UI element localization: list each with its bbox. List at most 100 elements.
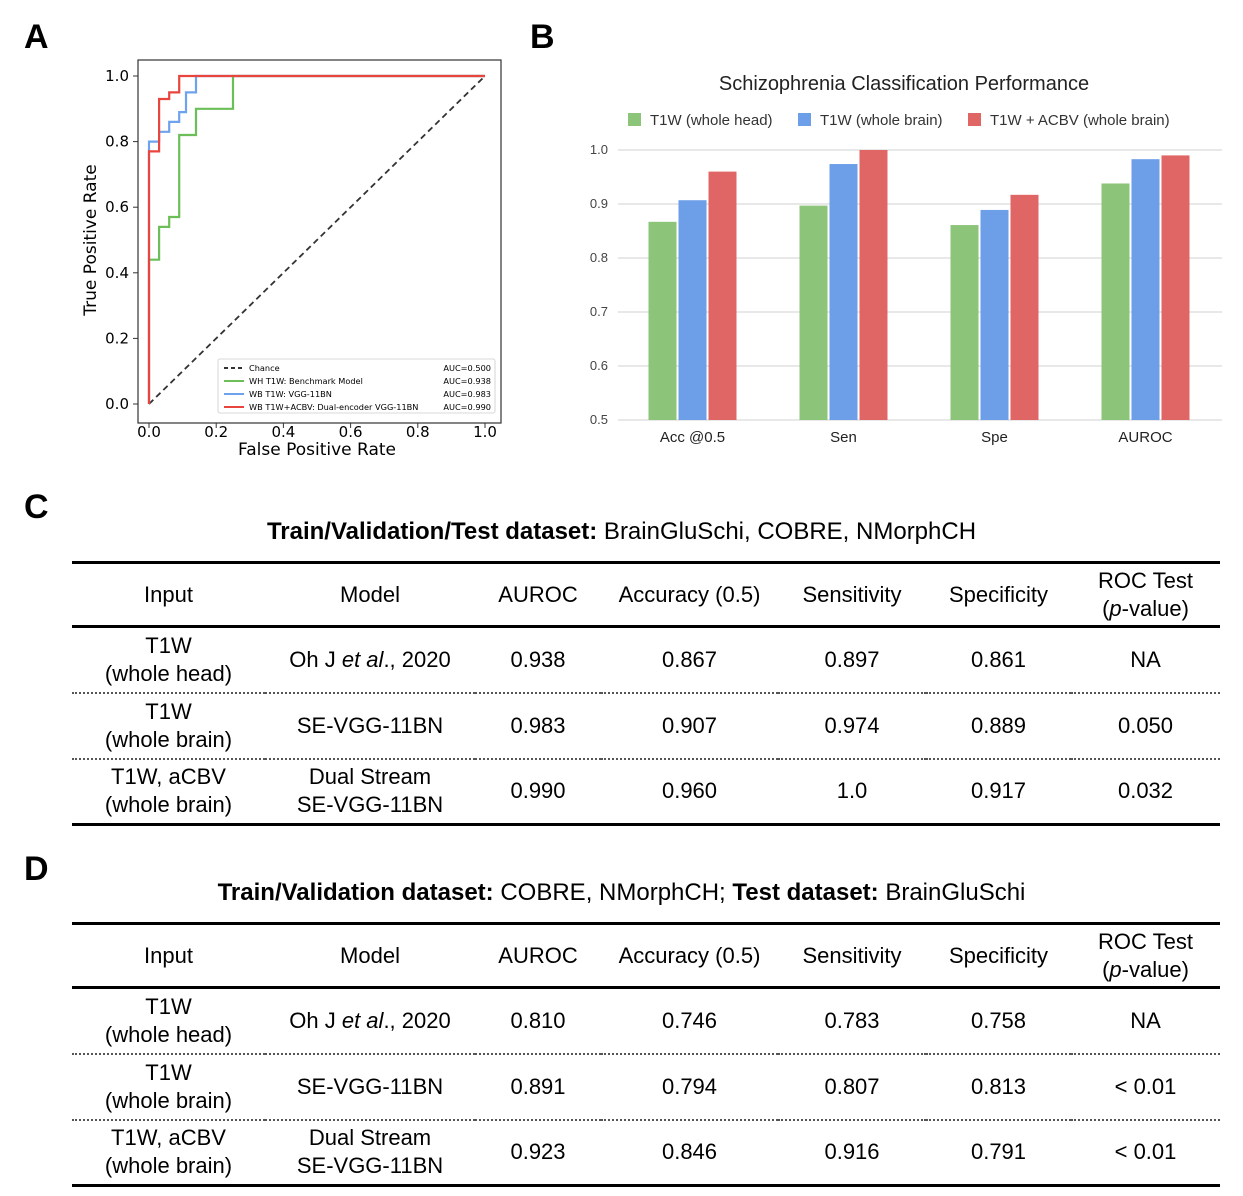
header-sensitivity: Sensitivity <box>778 561 926 628</box>
roc-x-tick-label: 0.6 <box>339 423 363 441</box>
bar-y-tick-label: 1.0 <box>590 142 608 157</box>
cell-sensitivity: 0.916 <box>778 1118 926 1187</box>
table-header-row: Input Model AUROC Accuracy (0.5) Sensiti… <box>72 922 1220 989</box>
header-model: Model <box>265 561 475 628</box>
bar <box>1101 183 1130 420</box>
roc-x-tick-label: 0.4 <box>271 423 295 441</box>
roc-legend-auc: AUC=0.983 <box>443 389 491 399</box>
bar-legend-label: T1W + ACBV (whole brain) <box>990 112 1170 129</box>
bar-y-tick-label: 0.7 <box>590 304 608 319</box>
bar-y-tick-label: 0.6 <box>590 358 608 373</box>
cell-auroc: 0.810 <box>510 1007 566 1033</box>
roc-legend-label: WB T1W: VGG-11BN <box>249 389 332 399</box>
bar-legend: T1W (whole head) T1W (whole brain) T1W + A… <box>628 112 1170 129</box>
cell-input: T1W, aCBV (whole brain) <box>72 757 265 826</box>
bar-x-tick-label: Spe <box>981 429 1008 446</box>
bar-x-tick-label: Acc @0.5 <box>660 429 725 446</box>
roc-legend: Chance AUC=0.500 WH T1W: Benchmark Model AU… <box>217 358 496 414</box>
table-row: T1W, aCBV (whole brain) Dual Stream SE-VGG… <box>72 1118 1220 1187</box>
panel-label-d: D <box>24 850 49 888</box>
table-d-title: Train/Validation dataset: COBRE, NMorphC… <box>0 879 1243 907</box>
bar <box>1010 194 1039 420</box>
cell-specificity: 0.791 <box>926 1118 1071 1187</box>
bar-y-tick-label: 0.9 <box>590 196 608 211</box>
table-row: T1W (whole head) Oh J et al., 2020 0.810 … <box>72 988 1220 1054</box>
cell-sensitivity: 0.807 <box>778 1052 926 1120</box>
table-header-row: Input Model AUROC Accuracy (0.5) Sensiti… <box>72 561 1220 628</box>
cell-sensitivity: 1.0 <box>778 757 926 826</box>
table-row: T1W (whole brain) SE-VGG-11BN 0.891 0.794… <box>72 1052 1220 1120</box>
cell-model: Oh J et al., 2020 <box>289 1007 451 1033</box>
cell-accuracy: 0.867 <box>661 646 718 672</box>
cell-roc: 0.032 <box>1071 757 1220 826</box>
bar-y-tick-label: 0.5 <box>590 412 608 427</box>
bar <box>950 225 979 420</box>
cell-input: T1W, aCBV (whole brain) <box>72 1118 265 1187</box>
cell-input: T1W (whole head) <box>104 993 233 1047</box>
cell-input: T1W (whole brain) <box>72 691 265 759</box>
bar <box>648 221 677 420</box>
cell-sensitivity: 0.974 <box>778 691 926 759</box>
cell-accuracy: 0.846 <box>601 1118 778 1187</box>
table-c-title: Train/Validation/Test dataset: BrainGluS… <box>0 518 1243 546</box>
roc-y-axis-label: True Positive Rate <box>81 164 101 316</box>
header-input: Input <box>72 922 265 989</box>
roc-curve-series-1 <box>147 74 485 404</box>
cell-accuracy: 0.907 <box>601 691 778 759</box>
cell-model: Oh J et al., 2020 <box>289 646 451 672</box>
table-row: T1W (whole head) Oh J et al., 2020 0.938 … <box>72 627 1220 693</box>
roc-y-tick-label: 0.8 <box>105 133 129 151</box>
roc-legend-label: WH T1W: Benchmark Model <box>249 376 363 386</box>
header-roc-test: ROC Test (p-value) <box>1071 561 1220 628</box>
roc-x-axis-label: False Positive Rate <box>238 440 396 460</box>
cell-specificity: 0.861 <box>970 646 1027 672</box>
cell-sensitivity: 0.783 <box>824 1007 880 1033</box>
cell-model: SE-VGG-11BN <box>265 691 475 759</box>
bar-x-tick-label: AUROC <box>1118 429 1172 446</box>
header-input: Input <box>72 561 265 628</box>
cell-input: T1W (whole head) <box>104 632 233 686</box>
cell-roc: 0.050 <box>1071 691 1220 759</box>
cell-specificity: 0.758 <box>970 1007 1027 1033</box>
bar-y-tick-label: 0.8 <box>590 250 608 265</box>
roc-curve-series-3 <box>147 74 485 404</box>
cell-roc: < 0.01 <box>1071 1118 1220 1187</box>
cell-accuracy: 0.746 <box>661 1007 718 1033</box>
bar-x-tick-label: Sen <box>830 429 857 446</box>
bar-legend-swatch <box>968 113 981 126</box>
roc-legend-label: Chance <box>249 363 280 373</box>
panel-label-a: A <box>24 18 49 56</box>
cell-roc: < 0.01 <box>1071 1052 1220 1120</box>
table-d-title-bold-1: Train/Validation dataset: <box>217 879 494 906</box>
roc-chart: 0.0 0.0 0.2 0.2 0.4 0.4 0.6 0.6 0.8 0.8 1.0 1.0 Fal… <box>81 59 502 460</box>
cell-specificity: 0.917 <box>926 757 1071 826</box>
cell-sensitivity: 0.897 <box>824 646 880 672</box>
roc-x-tick-label: 0.2 <box>204 423 228 441</box>
roc-legend-label: WB T1W+ACBV: Dual-encoder VGG-11BN <box>249 402 418 412</box>
cell-roc: NA <box>1130 646 1161 672</box>
bar-legend-label: T1W (whole brain) <box>820 112 943 129</box>
roc-x-tick-label: 1.0 <box>473 423 497 441</box>
roc-legend-auc: AUC=0.500 <box>443 363 491 373</box>
table-d-title-bold-2: Test dataset: <box>732 879 879 906</box>
roc-y-tick-label: 0.2 <box>105 329 129 347</box>
header-auroc: AUROC <box>475 922 601 989</box>
header-roc-test: ROC Test (p-value) <box>1071 922 1220 989</box>
table-d-title-rest-2: BrainGluSchi <box>878 879 1026 906</box>
bar <box>678 200 707 420</box>
cell-specificity: 0.813 <box>926 1052 1071 1120</box>
bar-legend-swatch <box>798 113 811 126</box>
bar <box>829 164 858 420</box>
results-table-c: Input Model AUROC Accuracy (0.5) Sensiti… <box>72 561 1220 826</box>
roc-legend-auc: AUC=0.938 <box>443 376 491 386</box>
roc-legend-auc: AUC=0.990 <box>443 402 491 412</box>
cell-auroc: 0.891 <box>475 1052 601 1120</box>
header-specificity: Specificity <box>926 561 1071 628</box>
header-specificity: Specificity <box>926 922 1071 989</box>
bar <box>859 150 888 420</box>
roc-y-tick-label: 0.0 <box>105 395 129 413</box>
bar-legend-label: T1W (whole head) <box>650 112 773 129</box>
roc-y-tick-label: 0.6 <box>105 198 129 216</box>
cell-input: T1W (whole brain) <box>72 1052 265 1120</box>
cell-auroc: 0.990 <box>475 757 601 826</box>
